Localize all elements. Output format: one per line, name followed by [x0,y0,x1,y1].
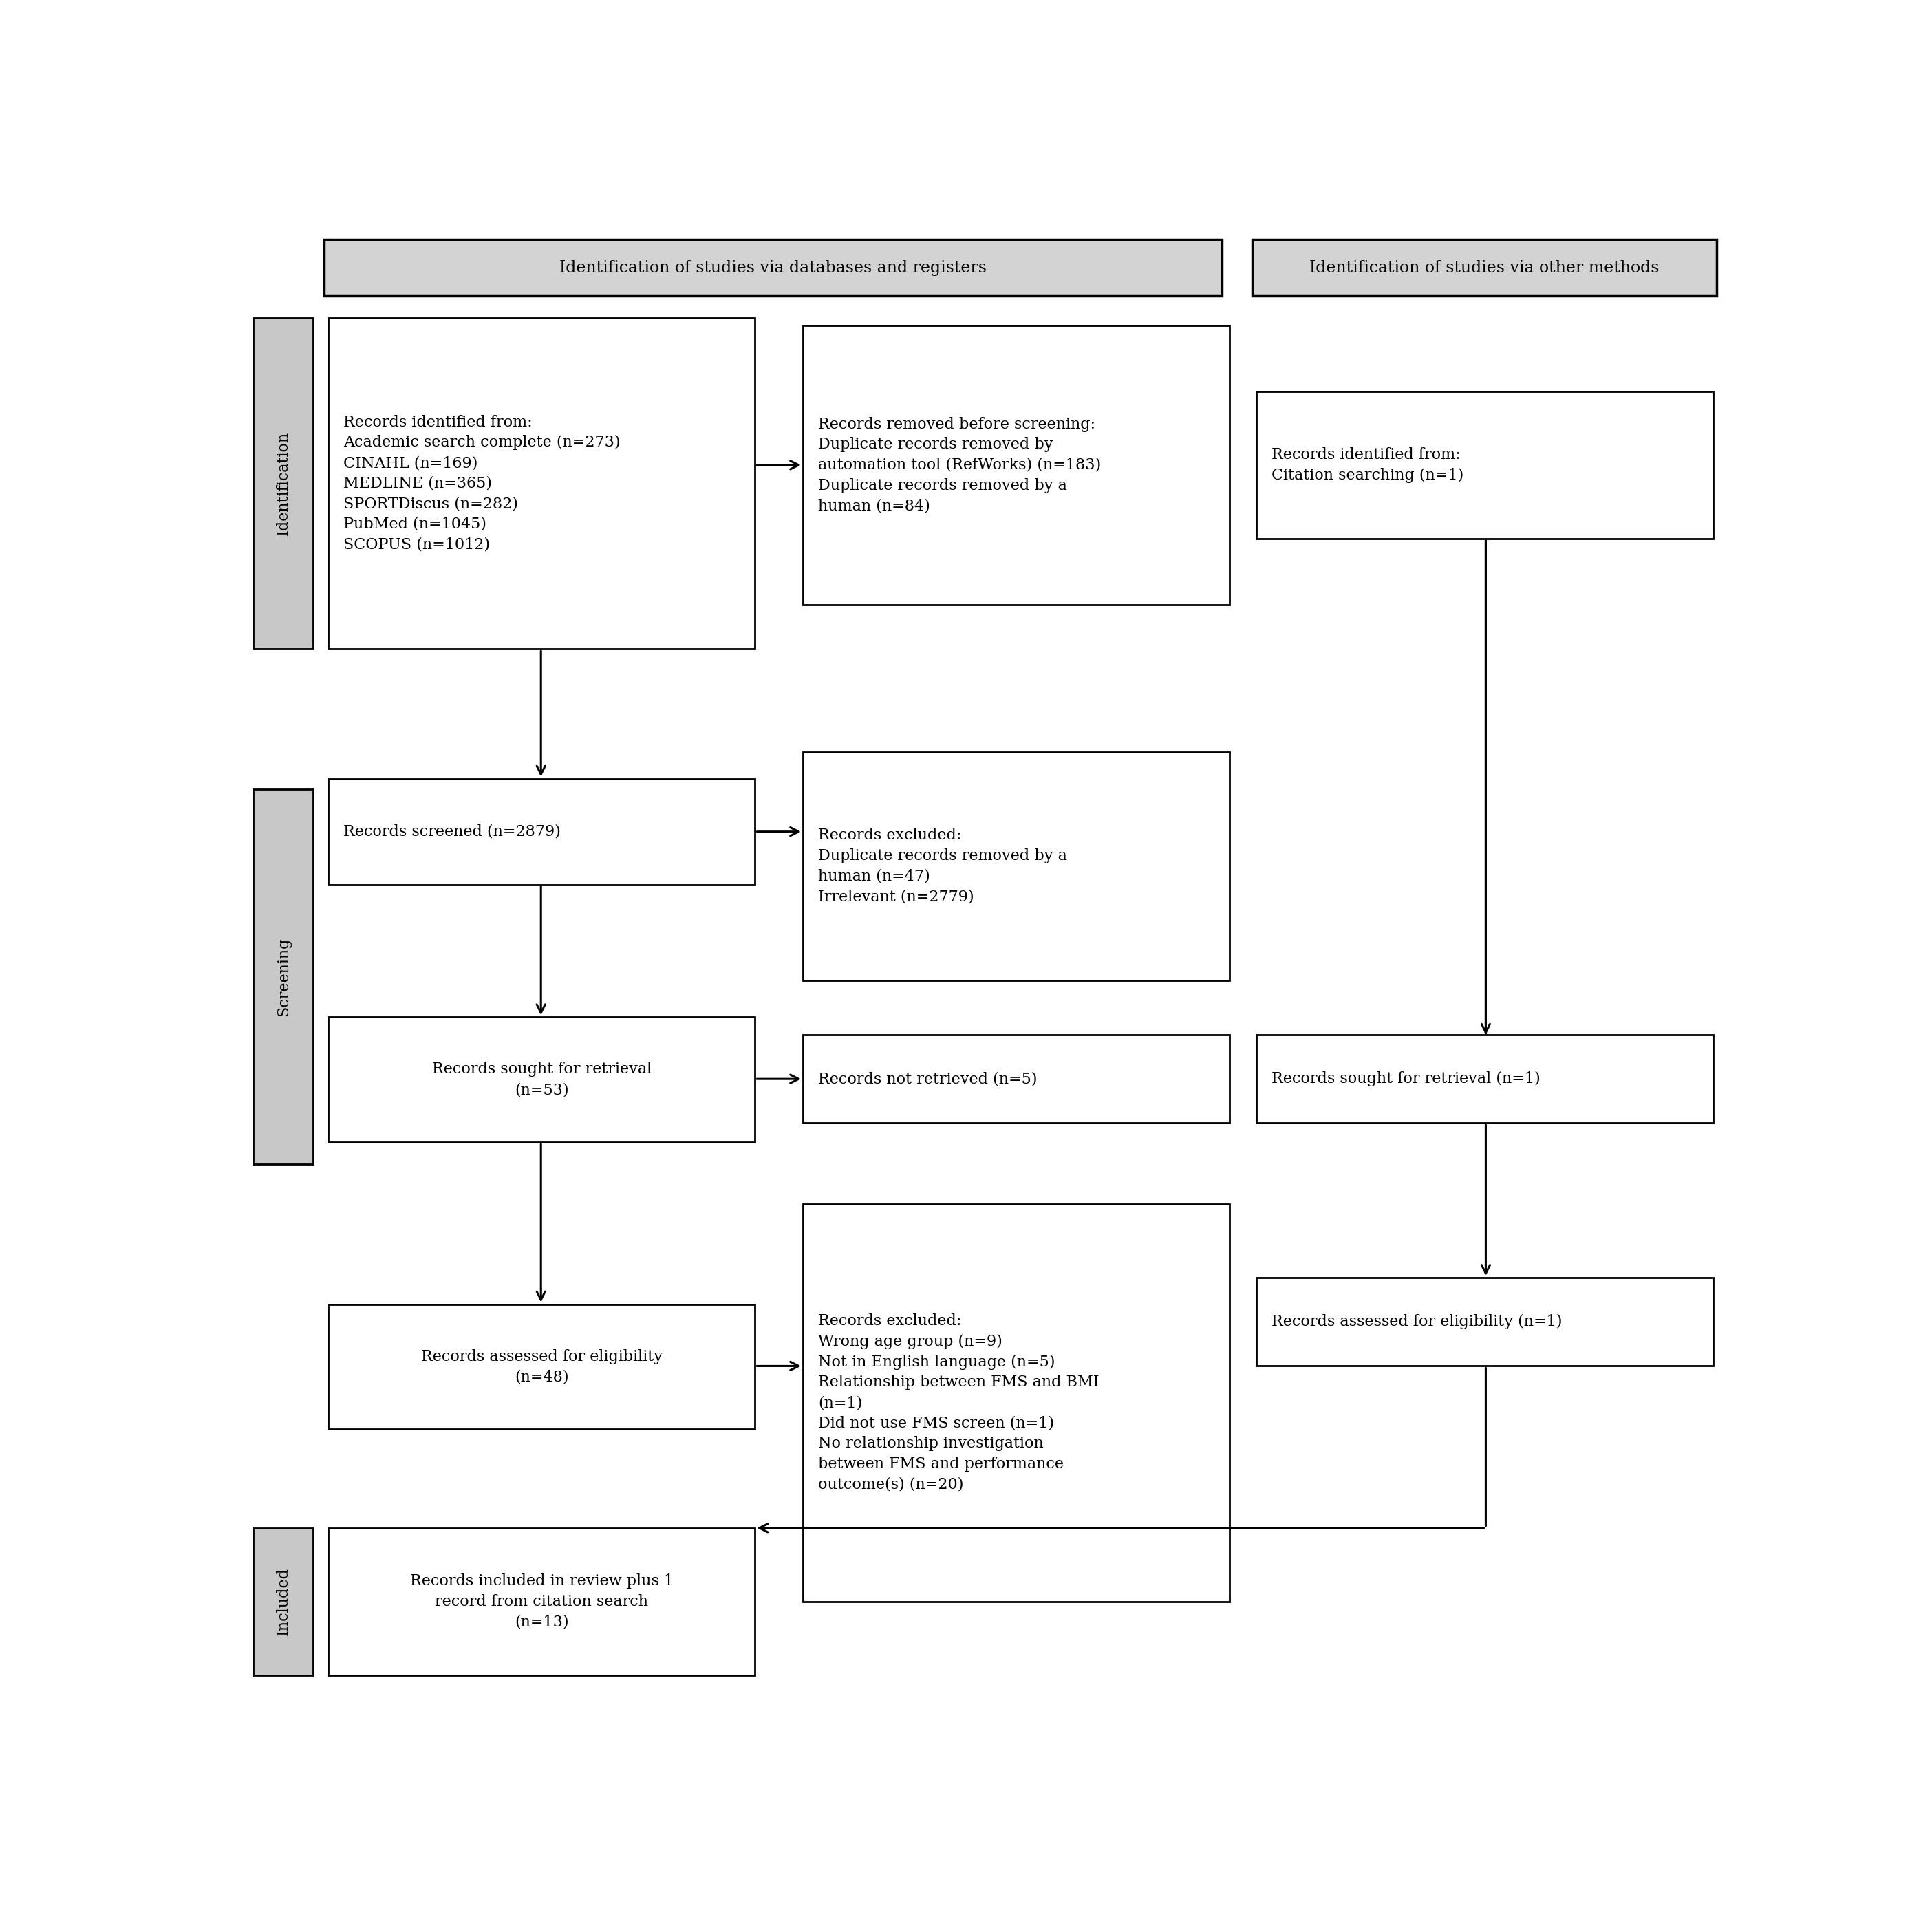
FancyBboxPatch shape [1256,1034,1714,1122]
Text: Included: Included [276,1568,292,1635]
FancyBboxPatch shape [804,325,1229,604]
Text: Records sought for retrieval (n=1): Records sought for retrieval (n=1) [1271,1071,1540,1086]
FancyBboxPatch shape [804,1205,1229,1602]
Text: Records sought for retrieval
(n=53): Records sought for retrieval (n=53) [433,1061,651,1097]
Text: Identification of studies via databases and registers: Identification of studies via databases … [560,260,987,275]
FancyBboxPatch shape [325,239,1223,296]
FancyBboxPatch shape [328,778,755,885]
FancyBboxPatch shape [1256,392,1714,539]
Text: Records excluded:
Duplicate records removed by a
human (n=47)
Irrelevant (n=2779: Records excluded: Duplicate records remo… [817,828,1066,904]
FancyBboxPatch shape [328,1528,755,1675]
Text: Identification of studies via other methods: Identification of studies via other meth… [1310,260,1660,275]
FancyBboxPatch shape [1256,1277,1714,1365]
Text: Records screened (n=2879): Records screened (n=2879) [344,824,560,839]
Text: Records assessed for eligibility (n=1): Records assessed for eligibility (n=1) [1271,1314,1563,1329]
FancyBboxPatch shape [253,790,313,1164]
Text: Identification: Identification [276,432,292,535]
Text: Records excluded:
Wrong age group (n=9)
Not in English language (n=5)
Relationsh: Records excluded: Wrong age group (n=9) … [817,1314,1099,1491]
Text: Records identified from:
Academic search complete (n=273)
CINAHL (n=169)
MEDLINE: Records identified from: Academic search… [344,415,620,553]
FancyBboxPatch shape [804,751,1229,981]
FancyBboxPatch shape [1252,239,1716,296]
FancyBboxPatch shape [253,317,313,648]
FancyBboxPatch shape [328,1304,755,1430]
Text: Records assessed for eligibility
(n=48): Records assessed for eligibility (n=48) [421,1350,663,1384]
Text: Records removed before screening:
Duplicate records removed by
automation tool (: Records removed before screening: Duplic… [817,417,1101,512]
FancyBboxPatch shape [328,1017,755,1141]
FancyBboxPatch shape [253,1528,313,1675]
FancyBboxPatch shape [328,317,755,648]
Text: Records identified from:
Citation searching (n=1): Records identified from: Citation search… [1271,447,1464,484]
Text: Screening: Screening [276,937,292,1015]
Text: Records included in review plus 1
record from citation search
(n=13): Records included in review plus 1 record… [410,1574,674,1629]
Text: Records not retrieved (n=5): Records not retrieved (n=5) [817,1071,1037,1086]
FancyBboxPatch shape [804,1034,1229,1122]
